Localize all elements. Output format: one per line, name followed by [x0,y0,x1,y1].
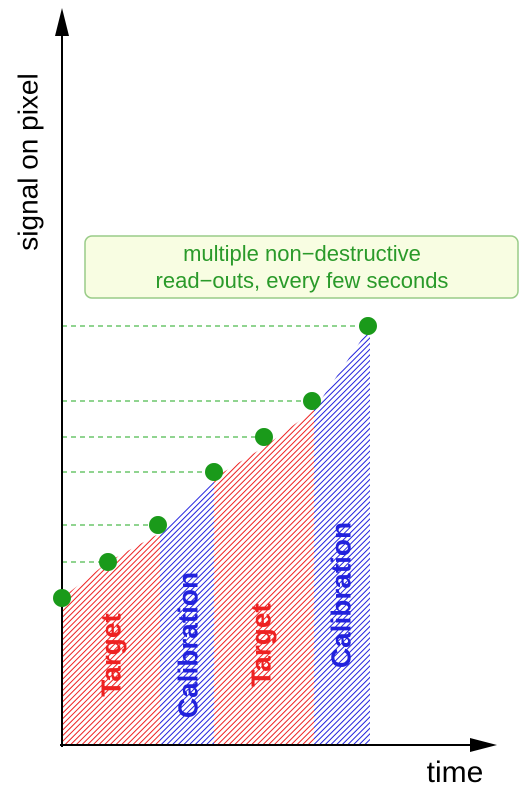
calibration-region [314,330,370,745]
y-axis-arrow [55,8,69,36]
x-axis-arrow [470,738,497,752]
annotation-box [84,235,519,299]
y-axis-label: signal on pixel [12,73,43,250]
annotation-line: multiple non−destructive [183,241,421,266]
segment-label: Calibration [325,522,356,668]
target-region [214,410,314,745]
readout-points [53,317,377,607]
segment-label: Calibration [172,572,203,718]
segment-label: Target [95,613,126,697]
annotation-line: read−outs, every few seconds [156,268,449,293]
x-axis-label: time [427,756,484,789]
target-region [62,533,160,745]
segment-label: Target [245,603,276,687]
calibration-region [160,478,214,745]
